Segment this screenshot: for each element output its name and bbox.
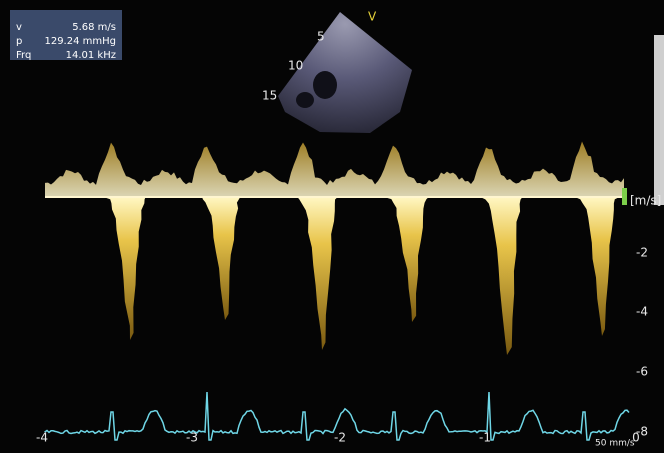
measure-label: v [16, 22, 22, 33]
chamber [313, 71, 337, 99]
velocity-unit: [m/s] [630, 194, 661, 208]
baseline-marker [622, 188, 627, 205]
measure-value: 14.01 kHz [66, 50, 116, 61]
measure-label: Frq [16, 50, 31, 61]
chamber [296, 92, 314, 108]
scale-label: -2 [636, 246, 648, 260]
depth-label: 10 [288, 59, 303, 73]
doppler-screen: v 5.68 m/s p 129.24 mmHg Frq 14.01 kHz 5… [0, 0, 664, 453]
measure-label: p [16, 36, 22, 47]
time-label: -1 [479, 431, 491, 445]
time-label: -2 [334, 431, 346, 445]
measure-value: 129.24 mmHg [44, 36, 116, 47]
time-label: -4 [36, 431, 48, 445]
scale-label: -4 [636, 305, 648, 319]
time-label: -3 [186, 431, 198, 445]
sweep-speed: 50 mm/s [595, 439, 635, 449]
probe-marker: V [368, 10, 377, 24]
depth-label: 15 [262, 89, 277, 103]
measurement-box: v 5.68 m/s p 129.24 mmHg Frq 14.01 kHz [10, 10, 122, 61]
depth-label: 5 [317, 30, 325, 44]
edge-bar [654, 35, 664, 205]
measure-value: 5.68 m/s [72, 22, 116, 33]
scale-label: -6 [636, 365, 648, 379]
